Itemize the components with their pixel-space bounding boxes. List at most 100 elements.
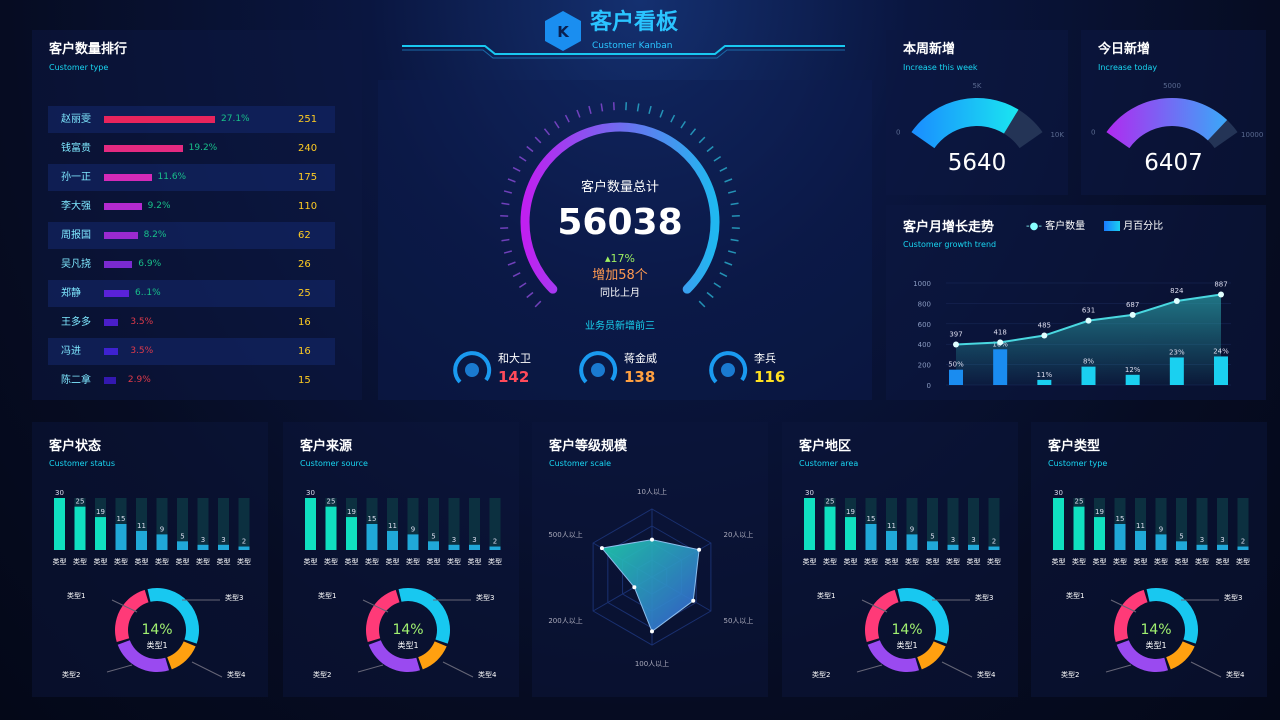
donut-label: 类型1 [1066, 591, 1084, 600]
gauge-tick [659, 109, 664, 118]
rank-name: 钱富贵 [61, 143, 91, 154]
bar-category: 类型 [176, 557, 190, 566]
bar-track [1217, 498, 1228, 550]
donut-label: 类型2 [313, 670, 331, 679]
rank-name: 孙一正 [61, 172, 91, 183]
gauge-tick [636, 103, 640, 112]
donut-label: 类型4 [478, 670, 497, 679]
gauge-tick [512, 166, 521, 172]
rank-bar [104, 261, 133, 268]
bar-track [177, 498, 188, 550]
today-panel: 今日新增 Increase today 0 5000 10000 6407 [1081, 30, 1266, 195]
point-label: 397 [949, 331, 962, 339]
svg-text:K: K [557, 23, 570, 41]
bar-value: 15 [368, 515, 377, 523]
header: K 客户看板 Customer Kanban [540, 10, 700, 60]
radar-point [650, 537, 654, 542]
point-label: 418 [993, 328, 1006, 336]
donut-label: 类型4 [227, 670, 246, 679]
bar-value: 30 [1054, 489, 1063, 497]
donut-segment [917, 641, 946, 670]
bar-category: 类型 [217, 557, 231, 566]
bar [1135, 530, 1146, 550]
ranking-row: 李大强 9.2% 110 [48, 193, 335, 220]
radar-area [601, 539, 700, 633]
bar-track [387, 498, 398, 550]
rank-name: 吴凡挠 [61, 259, 91, 270]
line-area [956, 294, 1221, 385]
bar-value: 5 [431, 532, 435, 540]
rank-value: 62 [298, 230, 311, 241]
rank-value: 251 [298, 114, 318, 125]
logo-icon: K [545, 11, 581, 51]
point-label: 631 [1082, 307, 1095, 315]
panel-title: 客户状态 [49, 439, 102, 454]
rank-percent: 27.1% [221, 114, 250, 124]
bar-value: 3 [452, 536, 456, 544]
ranking-row: 郑静 6..1% 25 [48, 280, 335, 307]
panel-subtitle: Increase this week [903, 63, 978, 72]
line-point [1173, 297, 1180, 304]
rank-name: 周报国 [61, 230, 91, 241]
gauge-tick-label: 10000 [1241, 131, 1263, 139]
line-point [1129, 311, 1136, 318]
panel-3: 客户地区 Customer area 30 类型 25 类型 19 类型 15 类型 11 类型 9 类… [782, 422, 1018, 697]
top-salesperson: 李兵 116 [708, 350, 838, 390]
point-label: 824 [1170, 287, 1184, 295]
gauge-tick [719, 272, 728, 278]
gauge-tick [518, 282, 527, 288]
bar [238, 546, 250, 550]
rank-percent: 6..1% [134, 288, 161, 298]
radar-axis-label: 10人以上 [637, 487, 667, 496]
bar-category: 类型 [823, 557, 837, 566]
total-value: 56038 [557, 202, 683, 243]
rank-bar [104, 348, 119, 355]
ranking-row: 赵丽雯 27.1% 251 [48, 106, 335, 133]
gauge-tick-label: 0 [1091, 128, 1095, 136]
ranking-panel: 客户数量排行 Customer type 赵丽雯 27.1% 251 钱富贵 1… [32, 30, 362, 400]
gauge-tick [507, 261, 516, 266]
leader-line [442, 661, 474, 678]
bar [156, 534, 168, 550]
bar-category: 类型 [386, 557, 400, 566]
bar-category: 类型 [155, 557, 169, 566]
radar-point [691, 598, 696, 603]
bar [54, 498, 65, 550]
ranking-row: 王多多 3.5% 16 [48, 309, 335, 336]
rank-bar [104, 174, 152, 181]
donut-segment [115, 589, 149, 642]
bar-category: 类型 [1175, 557, 1189, 566]
gauge-tick [724, 178, 733, 183]
leader-line [861, 599, 888, 613]
line-point [1041, 332, 1048, 339]
panel-title: 客户月增长走势 [903, 220, 995, 235]
bar-category: 类型 [844, 557, 858, 566]
bar-label: 23% [1169, 348, 1185, 356]
line-point [953, 341, 959, 348]
bar-category: 类型 [427, 557, 441, 566]
total-change: ▴17% [378, 252, 862, 265]
total-compare: 同比上月 [600, 288, 640, 299]
gauge-tick [730, 202, 739, 206]
rank-value: 25 [298, 288, 311, 299]
page-subtitle: Customer Kanban [592, 41, 673, 51]
donut-segment [1146, 588, 1198, 644]
radar-point [650, 629, 654, 634]
bar-value: 30 [805, 489, 814, 497]
rank-bar [104, 290, 129, 297]
bar-track [156, 498, 168, 550]
gauge-value: 5640 [947, 150, 1007, 176]
bar-category: 类型 [94, 557, 108, 566]
bar [346, 517, 357, 550]
bar-category: 类型 [1134, 557, 1148, 566]
donut-center-value: 14% [891, 622, 922, 638]
panel-subtitle: Increase today [1098, 63, 1158, 72]
panel-subtitle: Customer source [300, 459, 368, 468]
bar-category: 类型 [926, 557, 940, 566]
bar-value: 5 [180, 532, 184, 540]
donut-label: 类型1 [67, 591, 85, 600]
bar-track [1155, 498, 1167, 550]
leader-line [191, 661, 223, 678]
bar-track [428, 498, 439, 550]
bar-value: 11 [137, 522, 146, 530]
